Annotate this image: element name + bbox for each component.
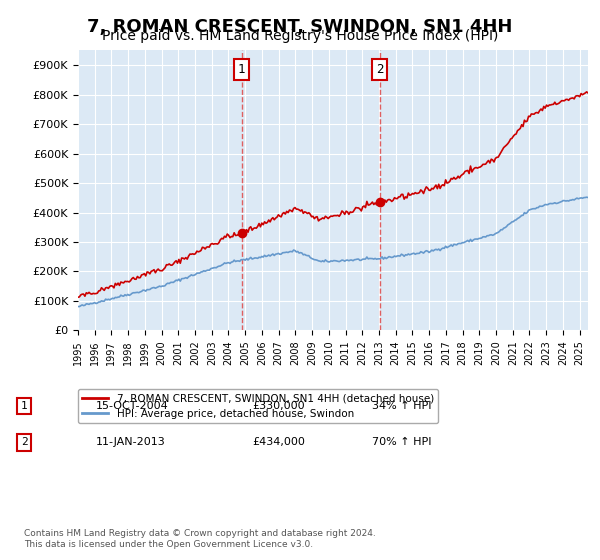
Text: 1: 1 bbox=[238, 63, 245, 76]
Text: Contains HM Land Registry data © Crown copyright and database right 2024.
This d: Contains HM Land Registry data © Crown c… bbox=[24, 529, 376, 549]
Text: £330,000: £330,000 bbox=[252, 401, 305, 411]
Text: 7, ROMAN CRESCENT, SWINDON, SN1 4HH: 7, ROMAN CRESCENT, SWINDON, SN1 4HH bbox=[88, 18, 512, 36]
Legend: 7, ROMAN CRESCENT, SWINDON, SN1 4HH (detached house), HPI: Average price, detach: 7, ROMAN CRESCENT, SWINDON, SN1 4HH (det… bbox=[78, 389, 438, 423]
Text: 11-JAN-2013: 11-JAN-2013 bbox=[96, 437, 166, 447]
Text: 1: 1 bbox=[20, 401, 28, 411]
Text: 2: 2 bbox=[376, 63, 383, 76]
Text: 2: 2 bbox=[20, 437, 28, 447]
Text: 70% ↑ HPI: 70% ↑ HPI bbox=[372, 437, 431, 447]
Text: £434,000: £434,000 bbox=[252, 437, 305, 447]
Text: Price paid vs. HM Land Registry's House Price Index (HPI): Price paid vs. HM Land Registry's House … bbox=[102, 29, 498, 43]
Text: 15-OCT-2004: 15-OCT-2004 bbox=[96, 401, 169, 411]
Text: 34% ↑ HPI: 34% ↑ HPI bbox=[372, 401, 431, 411]
